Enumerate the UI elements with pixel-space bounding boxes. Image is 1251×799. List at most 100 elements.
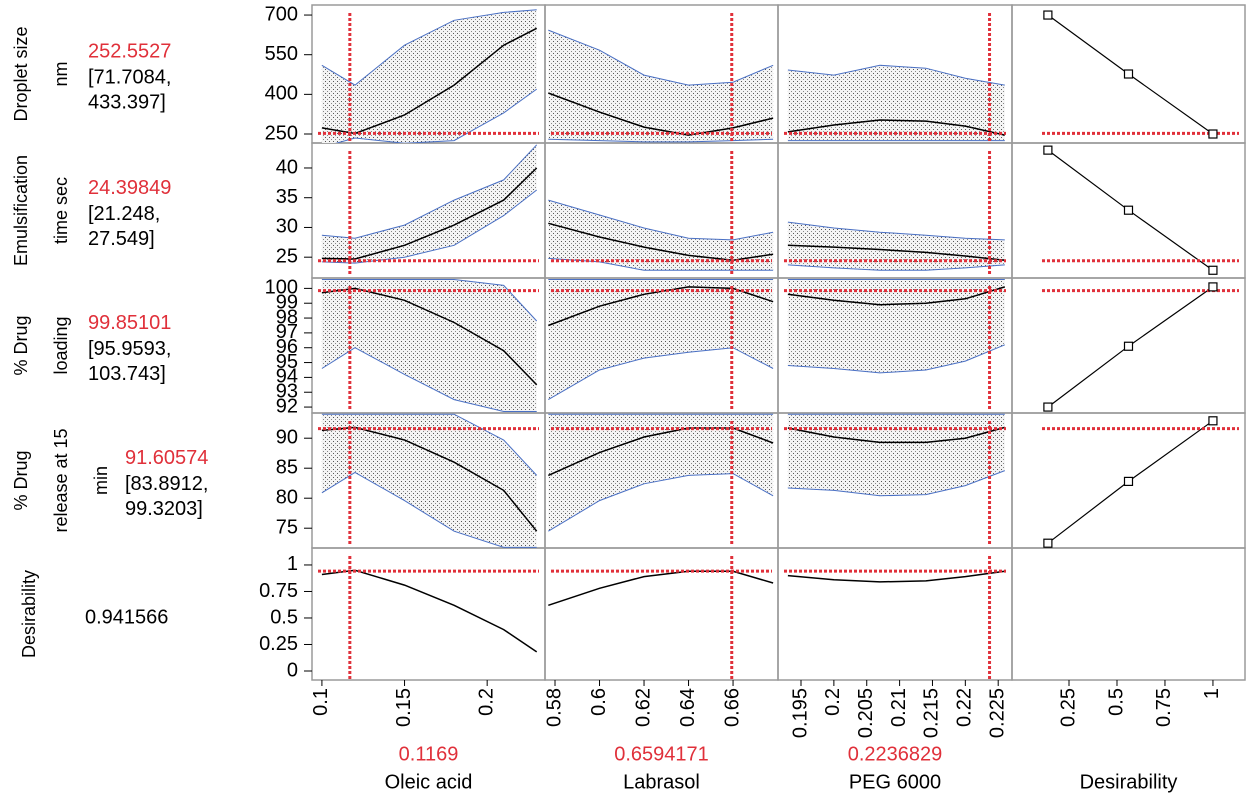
- y-tick-label: 94: [276, 366, 298, 388]
- panel-frame: [777, 547, 1013, 681]
- y-tick-label: 92: [276, 395, 298, 417]
- response-name: Droplet size: [11, 26, 31, 121]
- confidence-band: [321, 414, 537, 548]
- confidence-band: [548, 30, 774, 142]
- y-tick-label: 93: [276, 381, 298, 403]
- confidence-band: [321, 9, 537, 143]
- y-tick-label: 90: [276, 426, 298, 448]
- x-tick-label: 0.25: [1057, 688, 1079, 727]
- confidence-limit: [321, 471, 537, 548]
- confidence-interval: 103.743]: [88, 363, 166, 385]
- confidence-band: [321, 144, 537, 264]
- y-tick-label: 30: [276, 216, 298, 238]
- response-name: % Drug: [11, 450, 31, 510]
- x-tick-label: 0.195: [789, 688, 811, 738]
- confidence-band: [548, 414, 774, 532]
- confidence-limit: [787, 64, 1005, 86]
- desirability-handle: [1123, 69, 1134, 79]
- factor-value: 0.2236829: [848, 743, 943, 765]
- confidence-band: [787, 414, 1005, 496]
- factor-name: Oleic acid: [385, 771, 473, 793]
- prediction-trace: [548, 222, 774, 261]
- panel: [787, 413, 1005, 497]
- response-value: 91.60574: [125, 447, 208, 469]
- desirability-handle: [1043, 538, 1053, 548]
- prediction-trace: [787, 426, 1005, 444]
- x-tick-label: 1: [1201, 688, 1223, 699]
- response-name: nm: [51, 61, 71, 86]
- panel: [548, 29, 774, 143]
- y-tick-label: 80: [276, 486, 298, 508]
- y-tick-label: 250: [265, 122, 298, 144]
- prediction-trace: [548, 92, 774, 136]
- x-tick-label: 0.62: [632, 688, 654, 727]
- panel: [787, 64, 1005, 142]
- desirability-handle: [1043, 402, 1053, 412]
- confidence-interval: [95.9593,: [88, 338, 171, 360]
- response-name: time sec: [51, 177, 71, 244]
- confidence-limit: [787, 470, 1005, 497]
- response-name: release at 15: [51, 428, 71, 532]
- x-tick-label: 0.64: [677, 688, 699, 727]
- confidence-limit: [548, 29, 774, 86]
- factor-value: 0.1169: [399, 743, 459, 765]
- desirability-handle: [1208, 282, 1218, 292]
- panel: [321, 9, 538, 143]
- panel-frame: [311, 547, 546, 681]
- desirability-handle: [1208, 265, 1218, 275]
- response-value: 99.85101: [88, 312, 171, 334]
- desirability-handle: [1208, 129, 1218, 139]
- x-tick-label: 0.75: [1153, 688, 1175, 727]
- y-tick-label: 0.25: [259, 633, 298, 655]
- response-value: 24.39849: [88, 177, 171, 199]
- x-tick-label: 0.2: [475, 688, 497, 716]
- prediction-trace: [787, 570, 1005, 583]
- prediction-trace: [547, 427, 774, 477]
- confidence-limit: [548, 138, 774, 143]
- prediction-trace: [548, 570, 774, 607]
- response-name: Desirability: [19, 570, 39, 658]
- y-tick-label: 700: [265, 3, 298, 25]
- desirability-handle: [1123, 205, 1134, 215]
- y-tick-label: 97: [276, 321, 298, 343]
- confidence-band: [787, 222, 1005, 271]
- prediction-trace: [787, 119, 1005, 136]
- panel: [321, 413, 538, 548]
- confidence-interval: [21.248,: [88, 203, 160, 225]
- x-tick-label: 0.2: [822, 688, 844, 716]
- prediction-trace: [787, 244, 1005, 261]
- x-tick-label: 0.6: [588, 688, 610, 716]
- confidence-limit: [787, 264, 1005, 271]
- confidence-limit: [787, 221, 1005, 241]
- panel: [548, 570, 774, 607]
- y-tick-label: 40: [276, 156, 298, 178]
- x-tick-label: 0.22: [954, 688, 976, 727]
- response-name: % Drug: [11, 315, 31, 375]
- desirability-handle: [1043, 145, 1053, 155]
- y-tick-label: 98: [276, 306, 298, 328]
- response-name: loading: [51, 316, 71, 374]
- panel: [787, 570, 1005, 583]
- x-tick-label: 0.225: [986, 688, 1008, 738]
- confidence-interval: 27.549]: [88, 228, 155, 250]
- prediction-trace: [787, 286, 1006, 306]
- y-tick-label: 85: [276, 456, 298, 478]
- confidence-band: [548, 279, 774, 400]
- confidence-limit: [321, 9, 537, 86]
- confidence-interval: 433.397]: [88, 91, 166, 113]
- factor-name: PEG 6000: [849, 771, 941, 793]
- panel: [547, 413, 774, 532]
- panel: [321, 144, 538, 264]
- panel: [787, 279, 1006, 374]
- y-tick-label: 96: [276, 336, 298, 358]
- x-tick-label: 0.15: [393, 688, 415, 727]
- x-tick-label: 0.205: [855, 688, 877, 738]
- confidence-interval: [71.7084,: [88, 66, 171, 88]
- desirability-handle: [1123, 476, 1134, 486]
- factor-name: Desirability: [1080, 771, 1178, 793]
- response-value: 252.5527: [88, 40, 171, 62]
- confidence-band: [787, 65, 1005, 141]
- response-name: Emulsification: [11, 155, 31, 266]
- x-tick-label: 0.5: [1105, 688, 1127, 716]
